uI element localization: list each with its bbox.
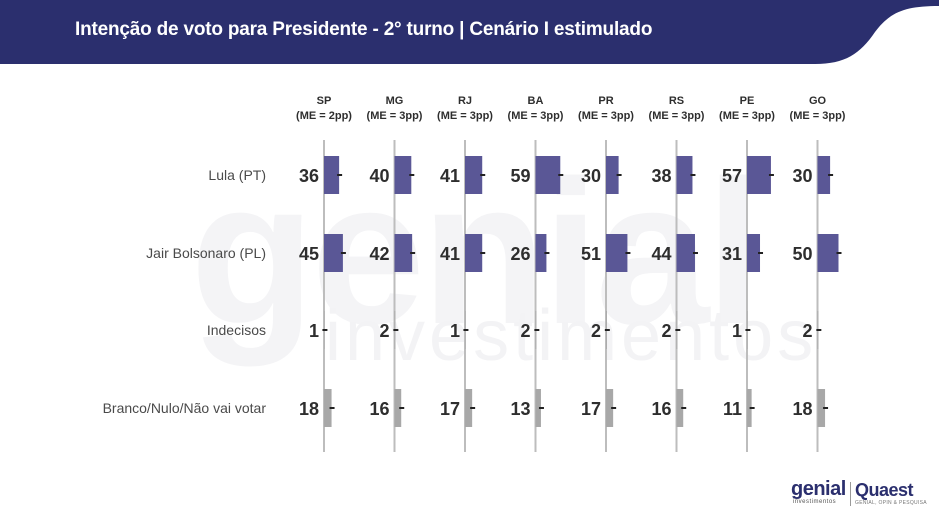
bar bbox=[676, 234, 695, 272]
bar bbox=[535, 234, 547, 272]
bar bbox=[324, 156, 340, 194]
panel-me-label: (ME = 3pp) bbox=[578, 110, 634, 122]
bar bbox=[465, 234, 483, 272]
data-label: 17 bbox=[440, 399, 460, 419]
data-label: 31 bbox=[722, 244, 742, 264]
panel-me-label: (ME = 3pp) bbox=[649, 110, 705, 122]
data-label: 40 bbox=[369, 166, 389, 186]
data-label: 2 bbox=[802, 321, 812, 341]
data-label: 30 bbox=[792, 166, 812, 186]
data-label: 2 bbox=[520, 321, 530, 341]
header-banner: Intenção de voto para Presidente - 2° tu… bbox=[0, 0, 939, 64]
panel-state-label: RS bbox=[669, 95, 684, 107]
bar bbox=[817, 389, 826, 427]
panel-state-label: RJ bbox=[458, 95, 472, 107]
data-label: 2 bbox=[661, 321, 671, 341]
bar bbox=[817, 156, 831, 194]
bar bbox=[394, 389, 402, 427]
header-background bbox=[0, 0, 939, 64]
watermark-subtitle: investimentos bbox=[325, 296, 818, 376]
data-label: 42 bbox=[369, 244, 389, 264]
bar bbox=[747, 389, 752, 427]
genial-logo-subtitle: investimentos bbox=[793, 499, 837, 505]
panel-state-label: SP bbox=[317, 95, 332, 107]
bar bbox=[535, 156, 561, 194]
category-label: Lula (PT) bbox=[208, 167, 266, 183]
bar bbox=[324, 234, 343, 272]
data-label: 44 bbox=[651, 244, 671, 264]
data-label: 41 bbox=[440, 244, 460, 264]
bar bbox=[535, 389, 541, 427]
bar bbox=[747, 234, 761, 272]
data-label: 1 bbox=[732, 321, 742, 341]
data-label: 41 bbox=[440, 166, 460, 186]
data-label: 2 bbox=[591, 321, 601, 341]
quaest-logo: Quaest bbox=[855, 480, 914, 500]
category-label: Branco/Nulo/Não vai votar bbox=[103, 400, 267, 416]
data-label: 38 bbox=[651, 166, 671, 186]
data-label: 36 bbox=[299, 166, 319, 186]
data-label: 30 bbox=[581, 166, 601, 186]
bar bbox=[394, 234, 413, 272]
bar bbox=[606, 234, 628, 272]
page-title: Intenção de voto para Presidente - 2° tu… bbox=[75, 19, 653, 40]
logo-divider bbox=[850, 482, 851, 506]
bar bbox=[324, 389, 332, 427]
bar bbox=[817, 234, 839, 272]
data-label: 45 bbox=[299, 244, 319, 264]
panel-state-label: BA bbox=[528, 95, 544, 107]
data-label: 13 bbox=[510, 399, 530, 419]
bar bbox=[747, 156, 771, 194]
bar bbox=[465, 389, 473, 427]
panel-me-label: (ME = 2pp) bbox=[296, 110, 352, 122]
bar bbox=[394, 156, 412, 194]
data-label: 18 bbox=[792, 399, 812, 419]
data-label: 57 bbox=[722, 166, 742, 186]
category-label: Indecisos bbox=[207, 322, 266, 338]
genial-logo: genial bbox=[791, 478, 846, 500]
data-label: 17 bbox=[581, 399, 601, 419]
data-label: 26 bbox=[510, 244, 530, 264]
bar bbox=[606, 156, 619, 194]
data-label: 11 bbox=[723, 399, 742, 419]
data-label: 16 bbox=[651, 399, 671, 419]
data-label: 18 bbox=[299, 399, 319, 419]
panel-state-label: GO bbox=[809, 95, 827, 107]
data-label: 2 bbox=[379, 321, 389, 341]
data-label: 16 bbox=[369, 399, 389, 419]
panel-me-label: (ME = 3pp) bbox=[508, 110, 564, 122]
data-label: 59 bbox=[510, 166, 530, 186]
panel-state-label: MG bbox=[386, 95, 404, 107]
data-label: 1 bbox=[450, 321, 460, 341]
data-label: 1 bbox=[309, 321, 319, 341]
panel-me-label: (ME = 3pp) bbox=[790, 110, 846, 122]
panel-state-label: PR bbox=[598, 95, 613, 107]
data-label: 50 bbox=[792, 244, 812, 264]
category-label: Jair Bolsonaro (PL) bbox=[146, 245, 266, 261]
bar bbox=[606, 389, 614, 427]
data-label: 51 bbox=[581, 244, 601, 264]
bar bbox=[676, 156, 693, 194]
quaest-logo-subtitle: GENIAL, OPIN & PESQUISA bbox=[855, 500, 927, 506]
panel-me-label: (ME = 3pp) bbox=[719, 110, 775, 122]
panel-me-label: (ME = 3pp) bbox=[367, 110, 423, 122]
bar bbox=[676, 389, 684, 427]
bar bbox=[465, 156, 483, 194]
panel-me-label: (ME = 3pp) bbox=[437, 110, 493, 122]
panel-state-label: PE bbox=[740, 95, 755, 107]
footer-logos: genial investimentos Quaest GENIAL, OPIN… bbox=[791, 478, 927, 511]
